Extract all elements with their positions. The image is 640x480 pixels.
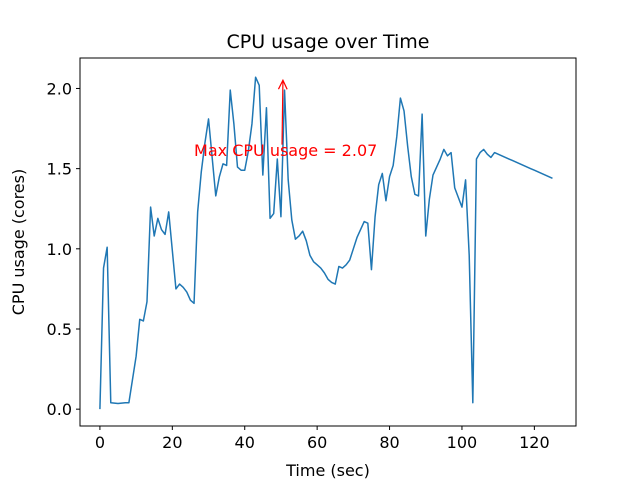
plot-area (99, 76, 553, 410)
y-axis: 0.0 0.5 1.0 1.5 2.0 (47, 79, 80, 419)
y-tick-label: 2.0 (47, 79, 72, 98)
y-tick-label: 0.0 (47, 400, 72, 419)
x-tick-label: 80 (379, 433, 399, 452)
x-tick-label: 20 (162, 433, 182, 452)
y-tick-label: 1.5 (47, 160, 72, 179)
x-axis: 0 20 40 60 80 100 120 (95, 426, 550, 452)
series-line (99, 76, 553, 410)
axes-frame (79, 57, 577, 427)
x-tick-label: 100 (447, 433, 478, 452)
x-tick-label: 120 (519, 433, 550, 452)
y-tick-label: 1.0 (47, 240, 72, 259)
y-axis-label: CPU usage (cores) (9, 169, 28, 315)
annotation: Max CPU usage = 2.07 (194, 78, 377, 160)
x-tick-label: 0 (95, 433, 105, 452)
annotation-arrowhead (277, 78, 288, 90)
annotation-text: Max CPU usage = 2.07 (194, 141, 377, 160)
annotation-arrow (281, 80, 284, 145)
x-axis-label: Time (sec) (285, 461, 370, 480)
x-tick-label: 40 (235, 433, 255, 452)
x-tick-label: 60 (307, 433, 327, 452)
chart-title: CPU usage over Time (227, 31, 430, 53)
y-tick-label: 0.5 (47, 320, 72, 339)
